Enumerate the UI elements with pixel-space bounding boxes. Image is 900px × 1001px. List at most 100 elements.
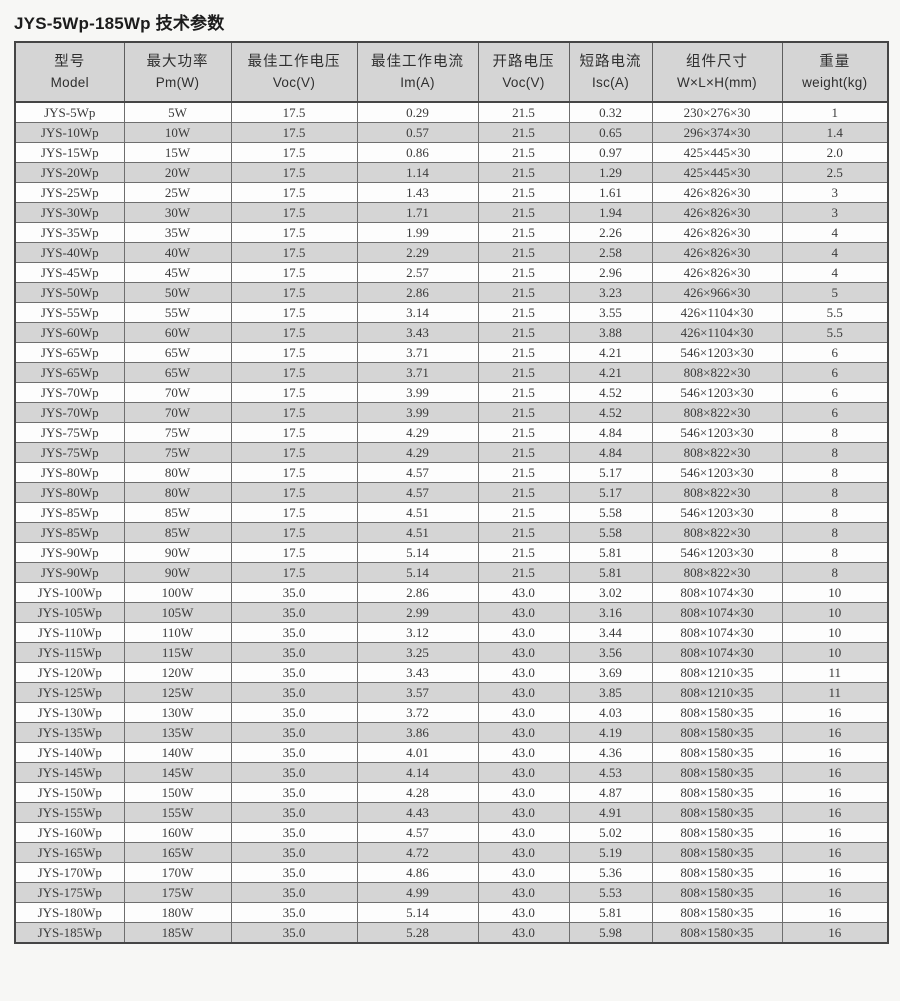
table-cell: 3.44	[568, 622, 653, 643]
table-row: JYS-55Wp 55W 17.5 3.14 21.5 3.55 426×1104×30 5.…	[14, 302, 889, 323]
table-cell: 808×1580×35	[651, 862, 783, 883]
table-cell: 21.5	[477, 322, 570, 343]
table-cell: 2.57	[356, 262, 479, 283]
table-cell: 43.0	[477, 742, 570, 763]
table-cell: 3.71	[356, 362, 479, 383]
table-cell: JYS-70Wp	[14, 382, 125, 403]
table-cell: 3.56	[568, 642, 653, 663]
table-cell: 43.0	[477, 622, 570, 643]
table-cell: 145W	[123, 762, 232, 783]
table-cell: 546×1203×30	[651, 342, 783, 363]
table-cell: 8	[781, 462, 889, 483]
table-row: JYS-70Wp 70W 17.5 3.99 21.5 4.52 808×822×30 6	[14, 402, 889, 423]
table-cell: 808×822×30	[651, 482, 783, 503]
table-cell: 43.0	[477, 902, 570, 923]
table-row: JYS-20Wp 20W 17.5 1.14 21.5 1.29 425×445×30 2.5	[14, 162, 889, 183]
table-cell: 808×1074×30	[651, 582, 783, 603]
table-cell: 35.0	[230, 642, 358, 663]
table-cell: 0.29	[356, 101, 479, 123]
table-cell: 21.5	[477, 362, 570, 383]
table-cell: 43.0	[477, 862, 570, 883]
table-cell: 5W	[123, 101, 232, 123]
table-cell: 1.61	[568, 182, 653, 203]
table-cell: 21.5	[477, 442, 570, 463]
table-cell: 50W	[123, 282, 232, 303]
table-cell: 17.5	[230, 422, 358, 443]
table-cell: 17.5	[230, 182, 358, 203]
table-cell: 4.01	[356, 742, 479, 763]
table-cell: 43.0	[477, 602, 570, 623]
column-header: 开路电压 Voc(V)	[477, 41, 570, 103]
table-cell: JYS-90Wp	[14, 542, 125, 563]
table-cell: 10	[781, 622, 889, 643]
table-row: JYS-185Wp 185W 35.0 5.28 43.0 5.98 808×1580×35…	[14, 922, 889, 944]
table-cell: 43.0	[477, 822, 570, 843]
table-cell: JYS-55Wp	[14, 302, 125, 323]
table-cell: 35.0	[230, 842, 358, 863]
column-header-en: Im(A)	[400, 75, 435, 91]
table-row: JYS-35Wp 35W 17.5 1.99 21.5 2.26 426×826×30 4	[14, 222, 889, 243]
table-cell: 160W	[123, 822, 232, 843]
table-cell: JYS-155Wp	[14, 802, 125, 823]
table-cell: 4	[781, 222, 889, 243]
table-cell: 35.0	[230, 582, 358, 603]
table-cell: JYS-65Wp	[14, 362, 125, 383]
table-cell: 21.5	[477, 462, 570, 483]
table-cell: 16	[781, 822, 889, 843]
table-cell: JYS-30Wp	[14, 202, 125, 223]
table-cell: 808×1580×35	[651, 722, 783, 743]
table-row: JYS-60Wp 60W 17.5 3.43 21.5 3.88 426×1104×30 5.…	[14, 322, 889, 343]
table-cell: 8	[781, 502, 889, 523]
table-cell: 43.0	[477, 662, 570, 683]
table-cell: JYS-120Wp	[14, 662, 125, 683]
table-cell: JYS-135Wp	[14, 722, 125, 743]
table-cell: 425×445×30	[651, 162, 783, 183]
table-cell: JYS-100Wp	[14, 582, 125, 603]
table-cell: 125W	[123, 682, 232, 703]
table-cell: 808×822×30	[651, 402, 783, 423]
table-cell: 105W	[123, 602, 232, 623]
table-cell: 808×1580×35	[651, 882, 783, 903]
table-cell: 17.5	[230, 282, 358, 303]
table-cell: JYS-80Wp	[14, 482, 125, 503]
table-cell: 43.0	[477, 762, 570, 783]
table-row: JYS-85Wp 85W 17.5 4.51 21.5 5.58 808×822×30 8	[14, 522, 889, 543]
table-cell: JYS-40Wp	[14, 242, 125, 263]
table-cell: 17.5	[230, 462, 358, 483]
table-cell: 10	[781, 642, 889, 663]
table-cell: 3.99	[356, 402, 479, 423]
table-cell: 1.29	[568, 162, 653, 183]
spec-table-body: JYS-5Wp 5W 17.5 0.29 21.5 0.32 230×276×30 1 JYS-…	[14, 101, 889, 944]
table-cell: JYS-65Wp	[14, 342, 125, 363]
table-cell: 21.5	[477, 302, 570, 323]
table-row: JYS-85Wp 85W 17.5 4.51 21.5 5.58 546×1203×30 8	[14, 502, 889, 523]
table-cell: 230×276×30	[651, 101, 783, 123]
table-row: JYS-150Wp 150W 35.0 4.28 43.0 4.87 808×1580×35…	[14, 782, 889, 803]
table-cell: JYS-80Wp	[14, 462, 125, 483]
table-cell: 4.99	[356, 882, 479, 903]
table-cell: 21.5	[477, 222, 570, 243]
table-cell: 16	[781, 882, 889, 903]
table-cell: 3	[781, 202, 889, 223]
table-cell: 5.36	[568, 862, 653, 883]
table-cell: 2.99	[356, 602, 479, 623]
table-row: JYS-80Wp 80W 17.5 4.57 21.5 5.17 546×1203×30 8	[14, 462, 889, 483]
table-cell: 2.58	[568, 242, 653, 263]
table-cell: 4.52	[568, 382, 653, 403]
table-cell: 808×1580×35	[651, 702, 783, 723]
table-cell: 5.98	[568, 922, 653, 944]
table-cell: 17.5	[230, 442, 358, 463]
table-cell: 4.72	[356, 842, 479, 863]
column-header-zh: 组件尺寸	[686, 53, 748, 70]
table-cell: 4.36	[568, 742, 653, 763]
table-cell: JYS-60Wp	[14, 322, 125, 343]
table-cell: 1.94	[568, 202, 653, 223]
table-cell: 17.5	[230, 101, 358, 123]
table-cell: 546×1203×30	[651, 542, 783, 563]
table-cell: 17.5	[230, 322, 358, 343]
table-cell: 35.0	[230, 822, 358, 843]
table-row: JYS-180Wp 180W 35.0 5.14 43.0 5.81 808×1580×35…	[14, 902, 889, 923]
table-cell: 21.5	[477, 162, 570, 183]
table-cell: 11	[781, 662, 889, 683]
table-cell: 426×826×30	[651, 182, 783, 203]
